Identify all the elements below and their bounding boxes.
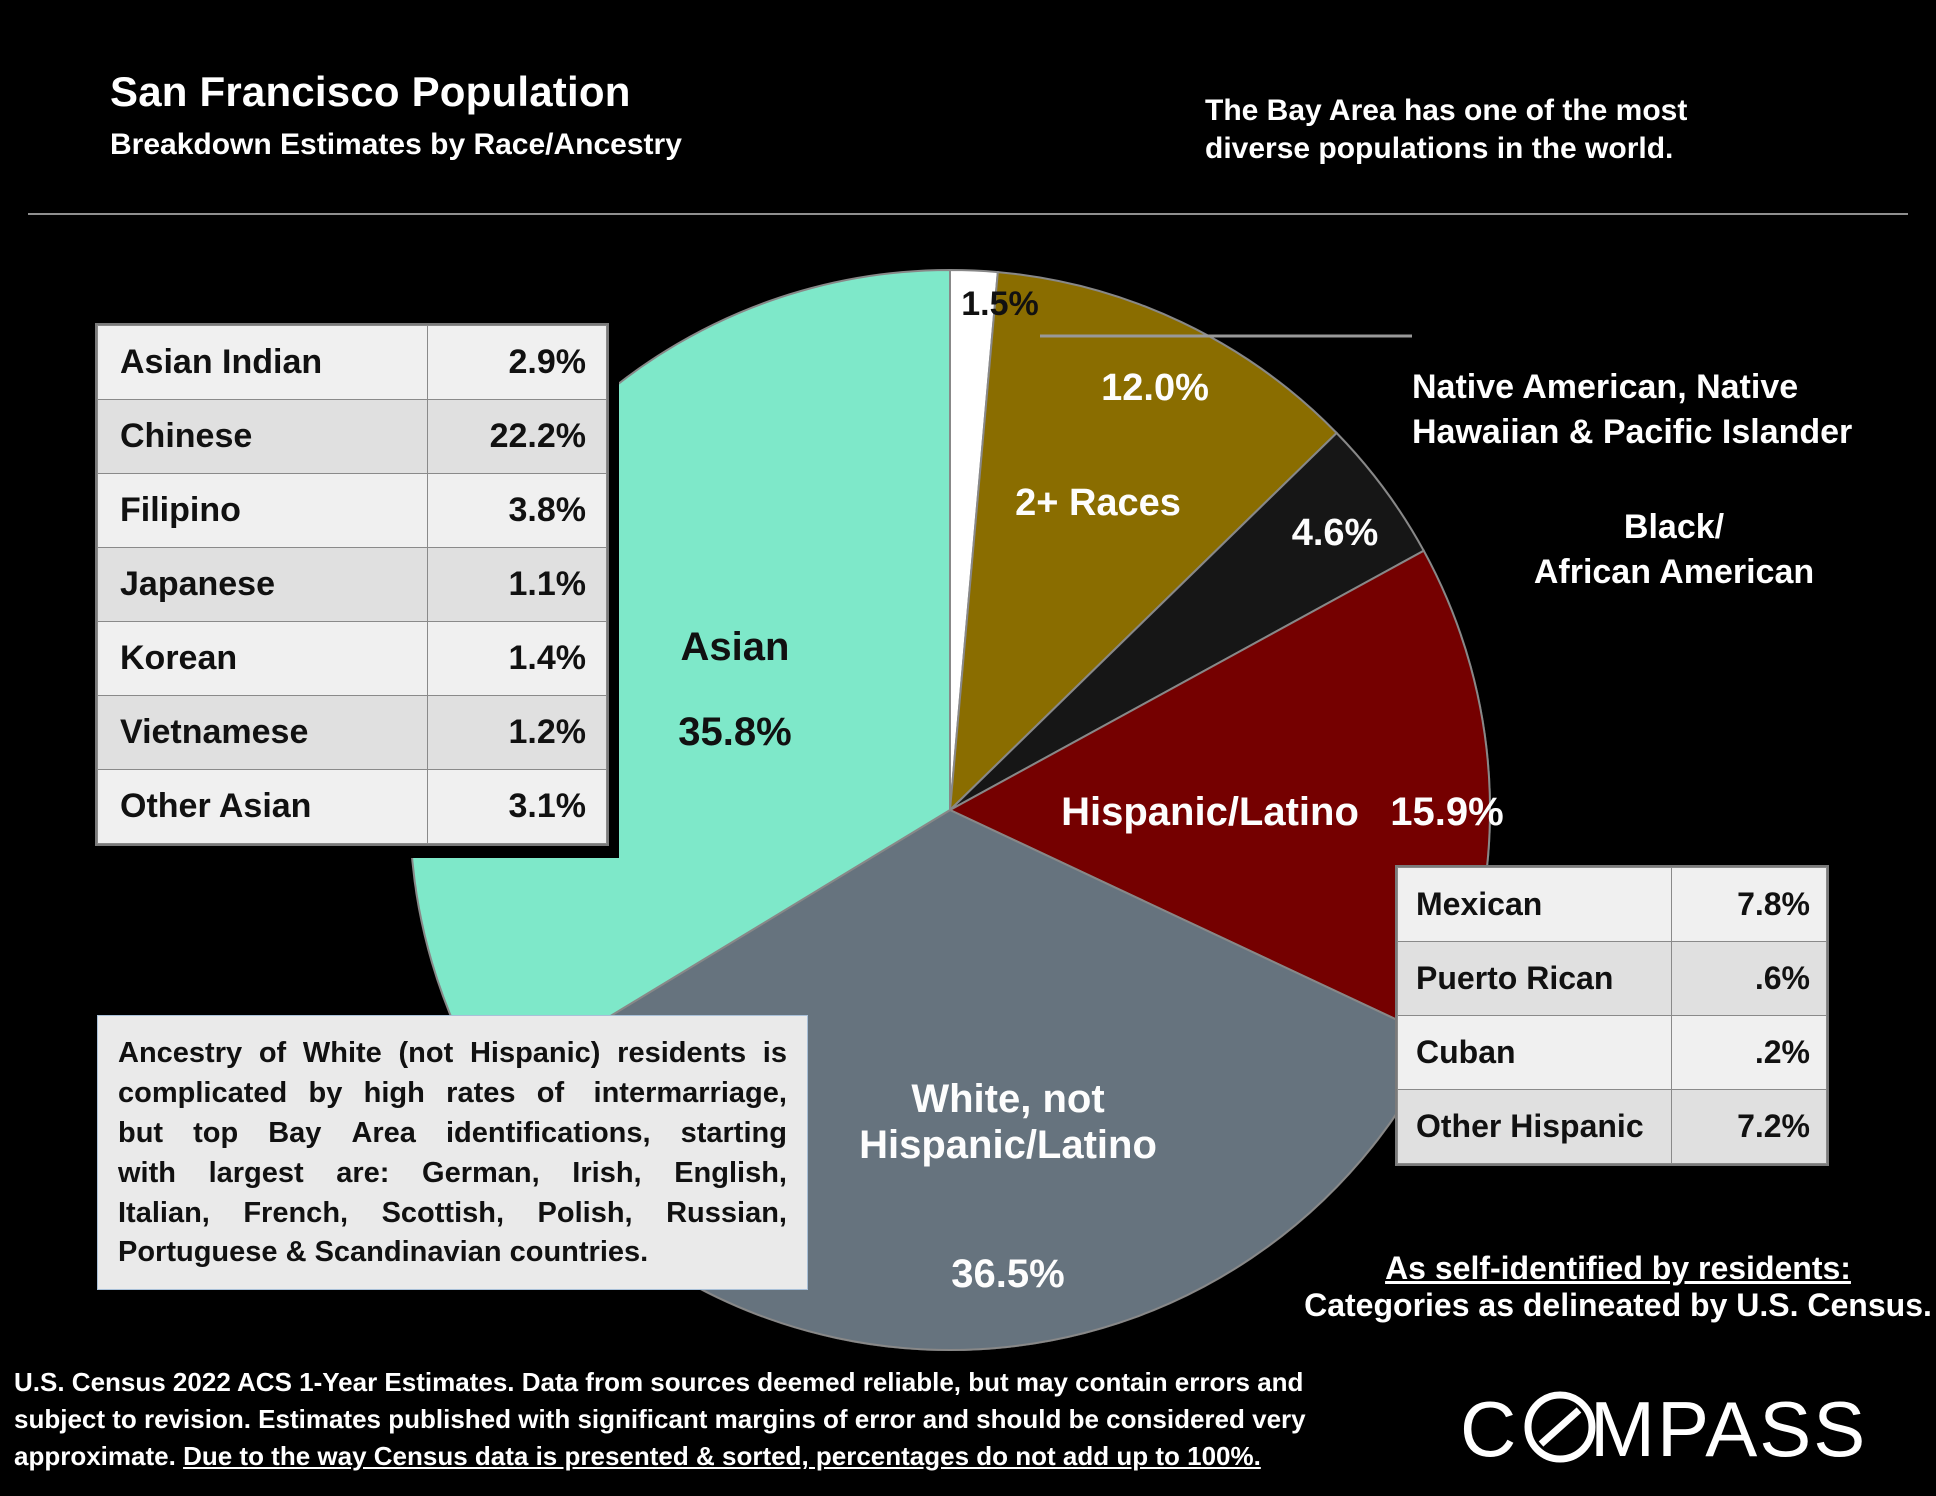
svg-text:4.6%: 4.6% [1292,512,1379,554]
svg-text:White, not: White, not [911,1077,1104,1121]
svg-text:Hispanic/Latino: Hispanic/Latino [1061,790,1359,834]
svg-text:2+ Races: 2+ Races [1015,482,1181,524]
svg-text:12.0%: 12.0% [1101,367,1209,409]
svg-text:Asian: Asian [681,625,790,669]
svg-text:1.5%: 1.5% [961,285,1039,323]
svg-text:Hispanic/Latino: Hispanic/Latino [859,1123,1157,1167]
svg-text:C: C [1460,1385,1518,1473]
svg-text:36.5%: 36.5% [951,1252,1064,1296]
svg-text:MPASS: MPASS [1590,1385,1867,1473]
svg-text:15.9%: 15.9% [1390,790,1503,834]
svg-text:35.8%: 35.8% [678,710,791,754]
